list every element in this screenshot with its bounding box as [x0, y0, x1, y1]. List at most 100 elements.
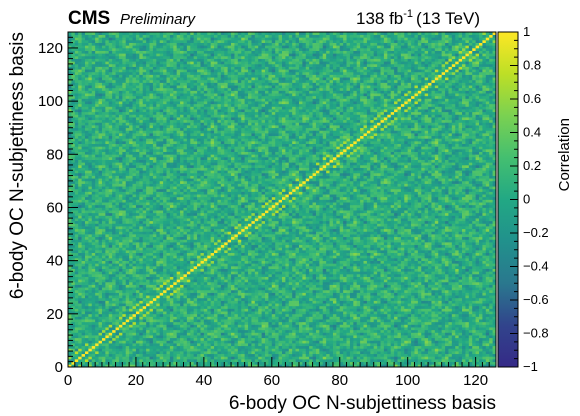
heatmap-cell: [190, 196, 195, 200]
heatmap-cell: [112, 58, 116, 62]
heatmap-cell: [118, 143, 123, 147]
heatmap-cell: [129, 332, 133, 336]
heatmap-cell: [125, 343, 130, 347]
heatmap-cell: [152, 337, 157, 341]
heatmap-cell: [139, 234, 144, 238]
heatmap-cell: [105, 167, 110, 171]
heatmap-cell: [163, 191, 167, 195]
heatmap-cell: [152, 234, 157, 238]
heatmap-cell: [81, 98, 86, 102]
heatmap-cell: [149, 42, 154, 46]
heatmap-cell: [200, 305, 205, 309]
heatmap-cell: [142, 61, 147, 65]
heatmap-cell: [78, 95, 82, 99]
heatmap-cell: [142, 289, 147, 293]
heatmap-cell: [81, 273, 86, 277]
heatmap-cell: [122, 348, 127, 352]
heatmap-cell: [156, 215, 161, 219]
heatmap-cell: [149, 47, 154, 51]
heatmap-cell: [78, 180, 82, 184]
heatmap-cell: [115, 263, 120, 267]
heatmap-cell: [71, 178, 76, 182]
heatmap-cell: [135, 319, 140, 323]
heatmap-cell: [156, 180, 161, 184]
heatmap-cell: [88, 82, 93, 86]
heatmap-cell: [129, 340, 133, 344]
heatmap-cell: [118, 359, 123, 363]
heatmap-cell: [197, 332, 201, 336]
heatmap-cell: [173, 151, 178, 155]
heatmap-cell: [190, 37, 195, 41]
heatmap-cell: [84, 271, 89, 275]
heatmap-cell: [108, 292, 113, 296]
heatmap-cell: [108, 295, 113, 299]
diagonal-cell: [152, 297, 157, 301]
heatmap-cell: [132, 154, 137, 158]
heatmap-cell: [146, 321, 150, 325]
heatmap-cell: [115, 343, 120, 347]
heatmap-cell: [68, 202, 72, 206]
heatmap-cell: [142, 122, 147, 126]
heatmap-cell: [159, 32, 164, 36]
heatmap-cell: [146, 236, 150, 240]
heatmap-cell: [149, 228, 154, 232]
heatmap-cell: [159, 234, 164, 238]
heatmap-cell: [190, 32, 195, 36]
heatmap-cell: [122, 79, 127, 83]
heatmap-cell: [190, 321, 195, 325]
heatmap-cell: [190, 194, 195, 198]
heatmap-cell: [112, 220, 116, 224]
heatmap-cell: [68, 186, 72, 190]
heatmap-cell: [84, 244, 89, 248]
heatmap-cell: [197, 345, 201, 349]
heatmap-cell: [91, 303, 96, 307]
heatmap-cell: [74, 335, 79, 339]
heatmap-cell: [98, 85, 103, 89]
heatmap-cell: [129, 324, 133, 328]
heatmap-cell: [95, 188, 99, 192]
heatmap-cell: [152, 204, 157, 208]
heatmap-cell: [115, 255, 120, 259]
lumi-value: 138 fb: [356, 9, 403, 28]
heatmap-cell: [71, 271, 76, 275]
heatmap-cell: [186, 106, 191, 110]
heatmap-cell: [146, 85, 150, 89]
heatmap-cell: [142, 319, 147, 323]
heatmap-cell: [169, 276, 174, 280]
heatmap-cell: [81, 332, 86, 336]
heatmap-cell: [146, 141, 150, 145]
heatmap-cell: [118, 335, 123, 339]
heatmap-cell: [166, 361, 171, 365]
heatmap-cell: [115, 42, 120, 46]
heatmap-cell: [88, 319, 93, 323]
heatmap-cell: [173, 340, 178, 344]
heatmap-cell: [146, 45, 150, 49]
heatmap-cell: [68, 127, 72, 131]
heatmap-cell: [132, 319, 137, 323]
heatmap-cell: [95, 178, 99, 182]
heatmap-cell: [173, 42, 178, 46]
heatmap-cell: [139, 159, 144, 163]
heatmap-cell: [183, 287, 188, 291]
heatmap-cell: [139, 207, 144, 211]
heatmap-cell: [142, 311, 147, 315]
heatmap-cell: [142, 287, 147, 291]
heatmap-cell: [95, 324, 99, 328]
heatmap-cell: [166, 90, 171, 94]
heatmap-cell: [193, 71, 198, 75]
heatmap-cell: [190, 207, 195, 211]
heatmap-cell: [183, 319, 188, 323]
heatmap-cell: [190, 146, 195, 150]
heatmap-cell: [183, 37, 188, 41]
heatmap-cell: [149, 122, 154, 126]
heatmap-cell: [84, 77, 89, 81]
heatmap-cell: [88, 164, 93, 168]
heatmap-cell: [88, 345, 93, 349]
heatmap-cell: [152, 66, 157, 70]
heatmap-cell: [200, 279, 205, 283]
heatmap-cell: [186, 226, 191, 230]
heatmap-cell: [129, 61, 133, 65]
heatmap-cell: [122, 111, 127, 115]
heatmap-cell: [125, 231, 130, 235]
heatmap-cell: [190, 114, 195, 118]
